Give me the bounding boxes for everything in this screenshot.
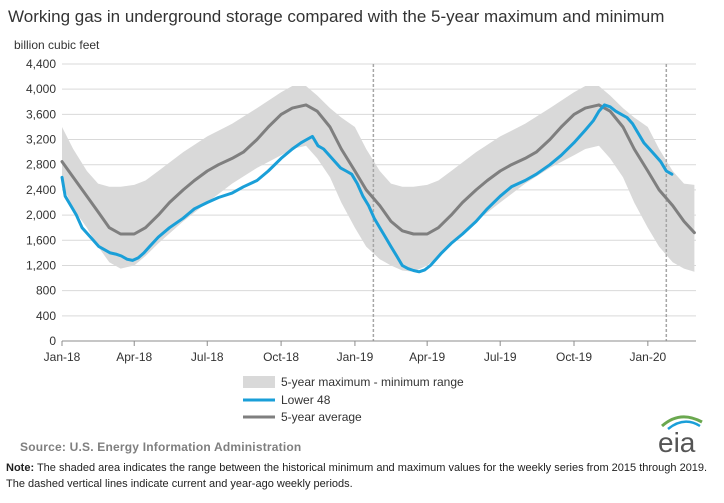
series-layer [60,103,696,274]
note-text: Note: The shaded area indicates the rang… [6,460,718,492]
logo-arc-1 [661,415,703,428]
y-tick-label: 4,400 [26,57,56,71]
note-label: Note: [6,462,35,474]
y-tick-label: 2,400 [26,183,56,197]
logo-text: eia [658,427,696,458]
range-band [62,86,695,272]
series-line-lower48 [60,103,674,274]
x-tick-label: Jan-20 [629,350,666,364]
legend-swatch-range [243,376,275,388]
x-tick-label: Jul-18 [191,350,224,364]
y-tick-label: 2,800 [26,158,56,172]
chart-title: Working gas in underground storage compa… [8,7,665,26]
y-tick-label: 3,600 [26,107,56,121]
y-tick-label: 3,200 [26,133,56,147]
x-tick-label: Oct-18 [263,350,299,364]
source-text: Source: U.S. Energy Information Administ… [20,440,302,454]
y-tick-label: 4,000 [26,82,56,96]
x-tick-label: Apr-18 [116,350,152,364]
x-tick-label: Apr-19 [409,350,445,364]
y-tick-label: 1,600 [26,233,56,247]
axis-layer: 0 400 800 1,200 1,600 2,000 2,400 2,800 3,200 3,6… [26,57,696,364]
y-tick-label: 2,000 [26,208,56,222]
eia-logo: eia [658,415,703,458]
legend-label-average: 5-year average [281,410,362,424]
y-axis-label: billion cubic feet [14,38,100,52]
x-tick-label: Jul-19 [484,350,517,364]
storage-chart: 0 400 800 1,200 1,600 2,000 2,400 2,800 3,200 3,6… [26,57,696,424]
legend: 5-year maximum - minimum range Lower 48 … [243,375,464,424]
x-tick-label: Jan-19 [337,350,374,364]
grid-layer [62,63,696,342]
legend-label-range: 5-year maximum - minimum range [281,375,464,389]
vertical-marker-layer [372,64,668,341]
y-tick-label: 0 [49,334,56,348]
note-body: The shaded area indicates the range betw… [6,462,708,490]
y-tick-label: 1,200 [26,258,56,272]
x-tick-label: Jan-18 [44,350,81,364]
range-band-layer [62,86,695,272]
x-tick-label: Oct-19 [556,350,592,364]
y-tick-label: 400 [36,309,56,323]
legend-label-lower48: Lower 48 [281,393,331,407]
y-tick-label: 800 [36,284,56,298]
logo-arc-2 [667,420,701,430]
series-line-5yr-average [60,103,696,236]
